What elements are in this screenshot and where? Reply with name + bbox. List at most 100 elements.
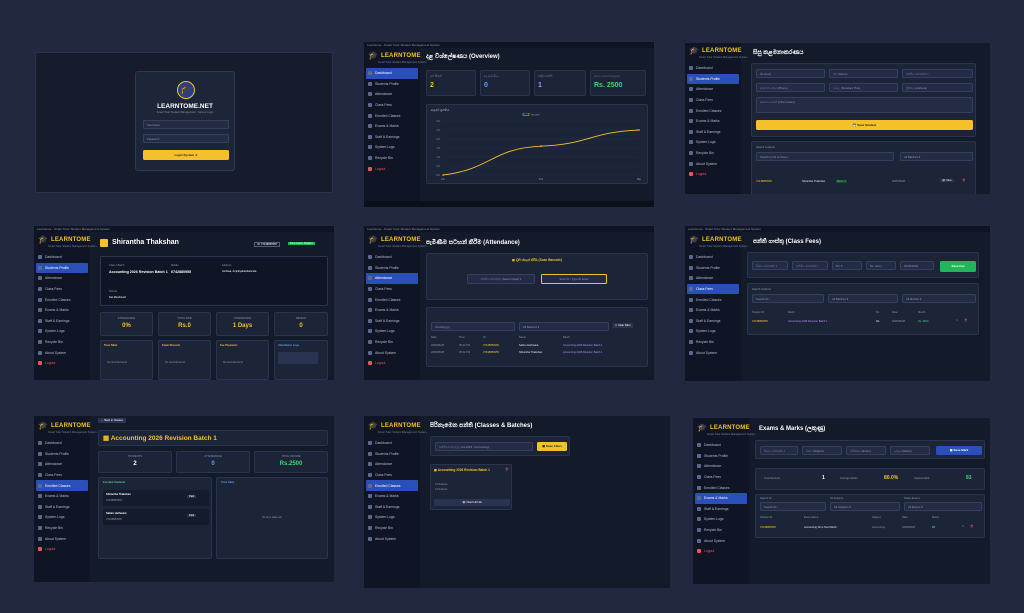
sidebar-item-staff[interactable]: Staff & Earnings [364,502,420,513]
sidebar-item-exams[interactable]: Exams & Marks [695,492,747,504]
sidebar-item-students[interactable]: Students Profile [693,451,749,462]
sidebar-item-exams[interactable]: Exams & Marks [364,121,420,132]
exam-input[interactable]: පරීක්ෂණ (Exam) [846,446,886,455]
search-input[interactable]: Search ID... [752,294,824,303]
sidebar-item-recycle[interactable]: Recycle Bin [693,525,749,536]
save-fee-button[interactable]: Save Fee [940,261,976,272]
marks-input[interactable]: ලකුණු (Marks) [890,446,930,455]
sidebar-item-logout[interactable]: Logout [34,358,90,369]
date-filter[interactable]: mm/dd/yyyy [431,322,515,331]
sidebar-item-fees[interactable]: Class Fees [687,283,739,295]
sidebar-item-dashboard[interactable]: Dashboard [685,252,741,263]
school-field[interactable]: පාසල (Standard Plus) [829,83,898,92]
address-field[interactable]: ලිපිනය (Address) [902,83,973,92]
subject-input[interactable]: විෂය (Subject) [802,446,842,455]
batch-filter[interactable]: All Batches ▾ [828,294,898,303]
delete-icon[interactable]: 🗑 [970,525,974,528]
sidebar-item-logs[interactable]: System Logs [34,326,90,337]
sidebar-item-logs[interactable]: System Logs [364,142,420,153]
sidebar-item-fees[interactable]: Class Fees [34,470,90,481]
id-field[interactable]: ID (Auto) [756,69,825,78]
sidebar-item-classes[interactable]: Enrolled Classes [685,105,741,116]
sidebar-item-about[interactable]: About System [34,347,90,358]
phone-field[interactable]: දුරකථන අංකය (Phone) [756,83,825,92]
sidebar-item-about[interactable]: About System [34,533,90,544]
sidebar-item-logout[interactable]: Logout [364,358,420,369]
print-card-button[interactable]: Print Card / Student [288,242,315,245]
sidebar-item-exams[interactable]: Exams & Marks [34,491,90,502]
sidebar-item-staff[interactable]: Staff & Earnings [685,316,741,327]
sidebar-item-students[interactable]: Students Profile [687,73,739,85]
sidebar-item-classes[interactable]: Enrolled Classes [36,480,88,491]
sidebar-item-recycle[interactable]: Recycle Bin [364,523,420,534]
sidebar-item-classes[interactable]: Enrolled Classes [364,110,420,121]
sidebar-item-students[interactable]: Students Profile [364,263,420,274]
sidebar-item-students[interactable]: Students Profile [364,79,420,90]
search-input[interactable]: Search by ID or Name... [756,152,894,161]
edit-icon[interactable]: ✎ [962,525,965,528]
delete-icon[interactable]: 🗑 [964,319,968,322]
sidebar-item-dashboard[interactable]: Dashboard [366,68,418,79]
sidebar-item-fees[interactable]: Class Fees [685,95,741,106]
sidebar-item-classes[interactable]: Enrolled Classes [685,294,741,305]
sidebar-item-recycle[interactable]: Recycle Bin [364,337,420,348]
sidebar-item-about[interactable]: About System [685,347,741,358]
month-filter[interactable]: All Months ▾ [902,294,976,303]
sidebar-item-recycle[interactable]: Recycle Bin [34,523,90,534]
sidebar-item-about[interactable]: About System [364,533,420,544]
sidebar-item-staff[interactable]: Staff & Earnings [34,316,90,327]
sidebar-item-exams[interactable]: Exams & Marks [364,305,420,316]
sidebar-item-attendance[interactable]: Attendance [685,84,741,95]
clear-filter-button[interactable]: ✕ Clear Filter [613,323,633,328]
date-input[interactable]: 06/28/2025 [900,261,934,270]
sidebar-item-fees[interactable]: Class Fees [693,472,749,483]
sidebar-item-students[interactable]: Students Profile [34,449,90,460]
sidebar-item-logout[interactable]: Logout [685,169,741,180]
sidebar-item-recycle[interactable]: Recycle Bin [34,337,90,348]
sidebar-item-exams[interactable]: Exams & Marks [685,305,741,316]
save-student-button[interactable]: 💾 Save Student [756,120,973,130]
delete-icon[interactable]: 🗑 [962,179,966,182]
class-select[interactable]: පන්තිය තෝරන්න ▾ [792,261,828,270]
sidebar-item-attendance[interactable]: Attendance [364,89,420,100]
batch-filter[interactable]: All Batches ▾ [900,152,973,161]
sidebar-item-classes[interactable]: Enrolled Classes [364,294,420,305]
notes-field[interactable]: අමතර සටහන් (Other Notes) [756,97,973,113]
sidebar-item-staff[interactable]: Staff & Earnings [364,132,420,143]
sidebar-item-dashboard[interactable]: Dashboard [34,438,90,449]
password-input[interactable]: Password [143,134,229,143]
sidebar-item-exams[interactable]: Exams & Marks [34,305,90,316]
sidebar-item-recycle[interactable]: Recycle Bin [364,153,420,164]
sidebar-item-staff[interactable]: Staff & Earnings [34,502,90,513]
sidebar-item-fees[interactable]: Class Fees [34,284,90,295]
sidebar-item-fees[interactable]: Class Fees [364,284,420,295]
save-class-button[interactable]: ▣ Save Class [537,442,567,451]
sidebar-item-students[interactable]: Students Profile [36,262,88,274]
sidebar-item-fees[interactable]: Class Fees [364,470,420,481]
sidebar-item-attendance[interactable]: Attendance [34,459,90,470]
sidebar-item-logs[interactable]: System Logs [364,512,420,523]
sidebar-item-attendance[interactable]: Attendance [34,273,90,284]
search-input[interactable]: Search ID... [760,502,826,511]
sidebar-item-logs[interactable]: System Logs [685,326,741,337]
sidebar-item-classes[interactable]: Enrolled Classes [693,482,749,493]
name-field[interactable]: නම (Name) [829,69,898,78]
sidebar-item-dashboard[interactable]: Dashboard [685,63,741,74]
sidebar-item-fees[interactable]: Class Fees [364,100,420,111]
sidebar-item-attendance[interactable]: Attendance [685,273,741,284]
exam-filter[interactable]: All Exams ▾ [904,502,982,511]
sidebar-item-dashboard[interactable]: Dashboard [693,440,749,451]
sidebar-item-dashboard[interactable]: Dashboard [364,252,420,263]
class-card[interactable]: ▦ Accounting 2026 Revision Batch 1 🗑 2 S… [430,464,512,510]
sidebar-item-logout[interactable]: Logout [693,546,749,557]
sidebar-item-recycle[interactable]: Recycle Bin [685,148,741,159]
sidebar-item-recycle[interactable]: Recycle Bin [685,337,741,348]
sidebar-item-students[interactable]: Students Profile [685,263,741,274]
sidebar-item-staff[interactable]: Staff & Earnings [693,504,749,515]
sidebar-item-logs[interactable]: System Logs [685,137,741,148]
batch-filter[interactable]: All Batches ▾ [519,322,609,331]
view-full-info-button[interactable]: 👁 View Full Info [434,499,510,506]
subject-filter[interactable]: All Subjects ▾ [830,502,900,511]
sidebar-item-exams[interactable]: Exams & Marks [364,491,420,502]
student-select[interactable]: සිසුවා තෝරන්න ▾ [760,446,798,455]
